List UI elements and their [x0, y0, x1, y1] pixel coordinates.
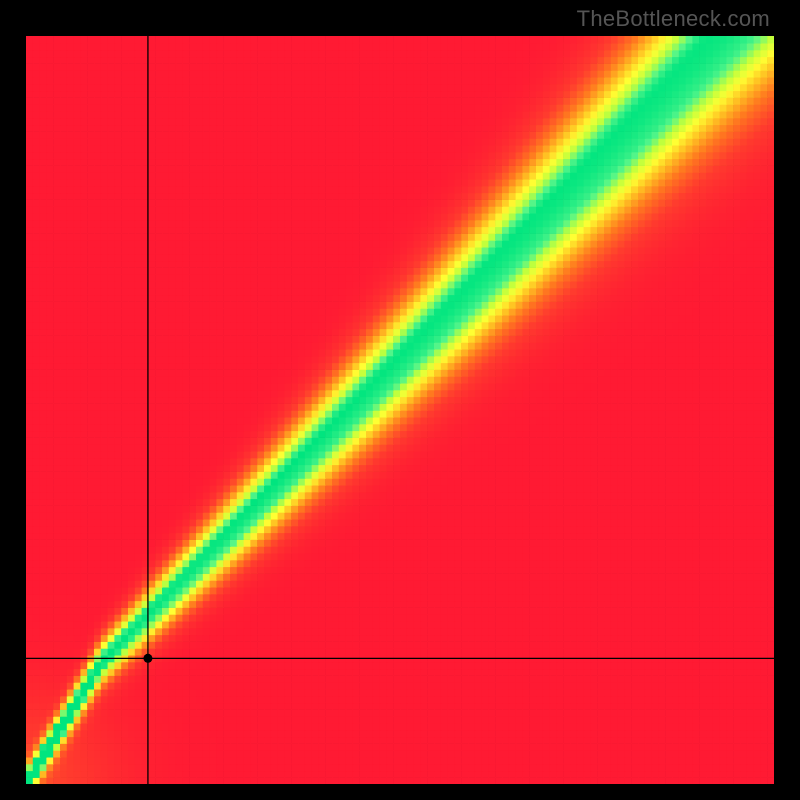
plot-area	[26, 36, 774, 784]
chart-frame: TheBottleneck.com	[0, 0, 800, 800]
bottleneck-heatmap	[26, 36, 774, 784]
watermark-text: TheBottleneck.com	[577, 6, 770, 32]
